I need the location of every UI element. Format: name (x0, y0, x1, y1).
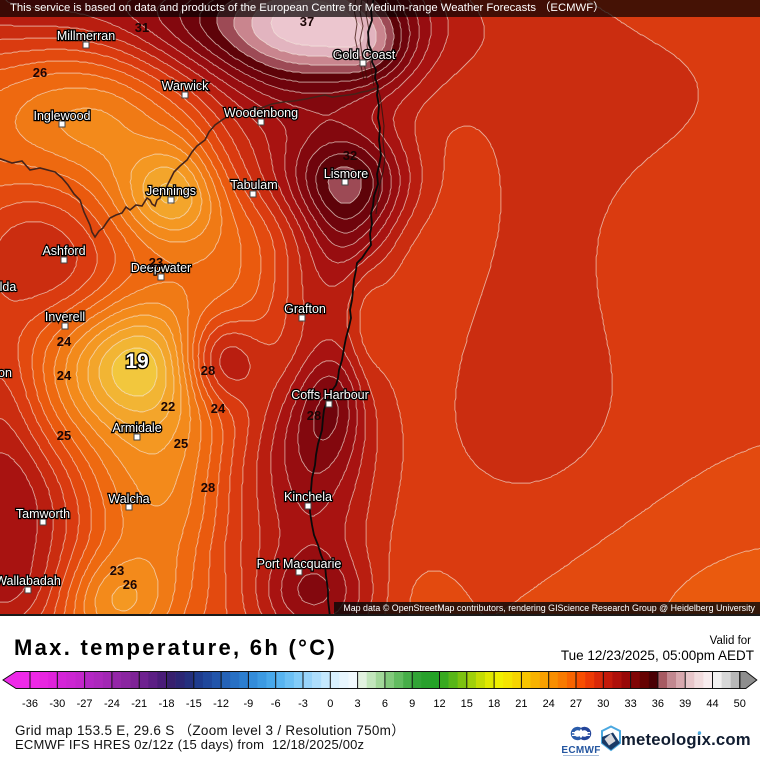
svg-text:3: 3 (355, 698, 361, 710)
svg-text:18: 18 (488, 698, 500, 710)
svg-text:Inverell: Inverell (45, 310, 85, 324)
svg-text:27: 27 (570, 698, 582, 710)
svg-text:21: 21 (515, 698, 527, 710)
svg-text:24: 24 (543, 698, 555, 710)
svg-text:26: 26 (33, 65, 47, 80)
svg-text:Armidale: Armidale (112, 421, 161, 435)
svg-text:-6: -6 (271, 698, 281, 710)
svg-text:Coffs Harbour: Coffs Harbour (291, 388, 369, 402)
svg-text:Gold Coast: Gold Coast (333, 48, 396, 62)
svg-text:19: 19 (125, 350, 148, 373)
svg-text:30: 30 (597, 698, 609, 710)
svg-text:Kinchela: Kinchela (284, 490, 332, 504)
svg-text:37: 37 (300, 14, 314, 29)
svg-text:15: 15 (461, 698, 473, 710)
svg-text:25: 25 (57, 428, 71, 443)
svg-text:Jennings: Jennings (146, 184, 196, 198)
svg-text:28: 28 (307, 408, 321, 423)
svg-text:-9: -9 (244, 698, 254, 710)
svg-text:lda: lda (0, 280, 16, 294)
svg-text:24: 24 (57, 334, 72, 349)
svg-text:32: 32 (343, 148, 357, 163)
svg-text:12: 12 (433, 698, 445, 710)
svg-text:23: 23 (110, 563, 124, 578)
svg-text:Lismore: Lismore (324, 167, 369, 181)
svg-text:-30: -30 (49, 698, 65, 710)
svg-text:ECMWF: ECMWF (561, 745, 600, 756)
svg-text:Grafton: Grafton (284, 302, 326, 316)
svg-text:24: 24 (211, 401, 226, 416)
svg-text:44: 44 (706, 698, 718, 710)
svg-text:25: 25 (174, 436, 188, 451)
svg-text:Tabulam: Tabulam (230, 178, 277, 192)
svg-text:24: 24 (57, 368, 72, 383)
svg-text:28: 28 (201, 363, 215, 378)
svg-text:-36: -36 (22, 698, 38, 710)
svg-text:Wallabadah: Wallabadah (0, 574, 61, 588)
svg-text:-24: -24 (104, 698, 120, 710)
svg-text:9: 9 (409, 698, 415, 710)
svg-text:22: 22 (161, 399, 175, 414)
svg-text:0: 0 (327, 698, 333, 710)
svg-text:-12: -12 (213, 698, 229, 710)
svg-text:-18: -18 (159, 698, 175, 710)
svg-text:Deepwater: Deepwater (131, 261, 191, 275)
svg-text:-15: -15 (186, 698, 202, 710)
svg-text:26: 26 (123, 577, 137, 592)
svg-text:6: 6 (382, 698, 388, 710)
svg-text:Woodenbong: Woodenbong (224, 106, 298, 120)
svg-text:Tamworth: Tamworth (16, 507, 70, 521)
svg-text:meteologix.com: meteologix.com (621, 730, 751, 749)
svg-text:on: on (0, 366, 12, 380)
svg-text:Millmerran: Millmerran (57, 29, 115, 43)
svg-text:23: 23 (149, 255, 163, 270)
svg-text:-21: -21 (131, 698, 147, 710)
svg-text:Ashford: Ashford (42, 244, 85, 258)
svg-text:-3: -3 (298, 698, 308, 710)
svg-text:31: 31 (135, 20, 149, 35)
svg-text:28: 28 (201, 480, 215, 495)
svg-text:50: 50 (734, 698, 746, 710)
svg-text:-27: -27 (77, 698, 93, 710)
svg-text:39: 39 (679, 698, 691, 710)
svg-text:36: 36 (652, 698, 664, 710)
svg-text:Port Macquarie: Port Macquarie (257, 557, 342, 571)
svg-text:33: 33 (624, 698, 636, 710)
svg-text:Warwick: Warwick (162, 79, 210, 93)
svg-text:Walcha: Walcha (108, 492, 149, 506)
svg-text:Inglewood: Inglewood (34, 109, 91, 123)
